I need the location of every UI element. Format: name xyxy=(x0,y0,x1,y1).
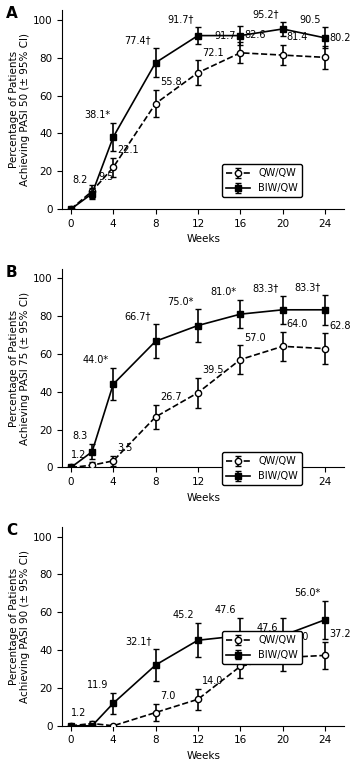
Text: 80.2: 80.2 xyxy=(329,33,351,43)
Text: 95.2†: 95.2† xyxy=(252,9,279,19)
Text: 55.8: 55.8 xyxy=(160,78,182,88)
Legend: QW/QW, BIW/QW: QW/QW, BIW/QW xyxy=(222,631,302,664)
Text: A: A xyxy=(6,6,18,22)
Text: 44.0*: 44.0* xyxy=(83,356,109,366)
Text: 26.7: 26.7 xyxy=(160,392,182,402)
Text: 91.7†: 91.7† xyxy=(167,15,194,25)
Text: 81.0*: 81.0* xyxy=(210,287,236,297)
Text: 91.7: 91.7 xyxy=(214,31,236,41)
Text: 7.0: 7.0 xyxy=(160,691,175,701)
Text: 62.8: 62.8 xyxy=(329,320,351,331)
Text: 47.6: 47.6 xyxy=(214,605,236,615)
Text: 1.2: 1.2 xyxy=(71,708,87,718)
Text: 39.5: 39.5 xyxy=(202,365,224,375)
Text: 32.1†: 32.1† xyxy=(125,636,151,646)
Text: 64.0: 64.0 xyxy=(287,319,308,329)
Text: 72.1: 72.1 xyxy=(202,48,224,58)
Text: 83.3†: 83.3† xyxy=(252,283,279,293)
Text: 90.5: 90.5 xyxy=(299,15,321,25)
Text: 66.7†: 66.7† xyxy=(124,311,150,321)
Y-axis label: Percentage of Patients
Achieving PASI 50 (± 95% CI): Percentage of Patients Achieving PASI 50… xyxy=(9,33,30,187)
Text: 1.2: 1.2 xyxy=(71,449,87,459)
Text: 8.3: 8.3 xyxy=(73,432,88,442)
Text: 47.6: 47.6 xyxy=(257,623,279,633)
Y-axis label: Percentage of Patients
Achieving PASI 75 (± 95% CI): Percentage of Patients Achieving PASI 75… xyxy=(9,292,30,445)
Text: 45.2: 45.2 xyxy=(172,611,194,621)
Text: 77.4†: 77.4† xyxy=(124,35,150,45)
Text: 83.3†: 83.3† xyxy=(295,282,321,292)
Text: 14.0: 14.0 xyxy=(202,676,223,686)
Text: 81.4: 81.4 xyxy=(287,31,308,41)
Text: 3.5: 3.5 xyxy=(117,443,133,453)
Legend: QW/QW, BIW/QW: QW/QW, BIW/QW xyxy=(222,452,302,485)
Text: 57.0: 57.0 xyxy=(245,333,266,343)
Text: 38.1*: 38.1* xyxy=(84,110,110,120)
Text: 37.2: 37.2 xyxy=(329,629,351,639)
X-axis label: Weeks: Weeks xyxy=(186,493,220,503)
Text: 56.0*: 56.0* xyxy=(295,588,321,598)
Text: 11.9: 11.9 xyxy=(87,680,108,690)
Y-axis label: Percentage of Patients
Achieving PASI 90 (± 95% CI): Percentage of Patients Achieving PASI 90… xyxy=(9,550,30,703)
Text: 36.0: 36.0 xyxy=(287,631,308,641)
Text: 8.2: 8.2 xyxy=(72,175,88,185)
Text: C: C xyxy=(6,523,17,538)
X-axis label: Weeks: Weeks xyxy=(186,234,220,244)
X-axis label: Weeks: Weeks xyxy=(186,751,220,761)
Text: B: B xyxy=(6,265,18,280)
Text: 75.0*: 75.0* xyxy=(167,296,194,306)
Text: 22.1: 22.1 xyxy=(117,145,139,155)
Text: 9.5: 9.5 xyxy=(98,172,114,182)
Legend: QW/QW, BIW/QW: QW/QW, BIW/QW xyxy=(222,164,302,197)
Text: 82.6: 82.6 xyxy=(245,30,266,40)
Text: 31.4: 31.4 xyxy=(245,642,266,652)
